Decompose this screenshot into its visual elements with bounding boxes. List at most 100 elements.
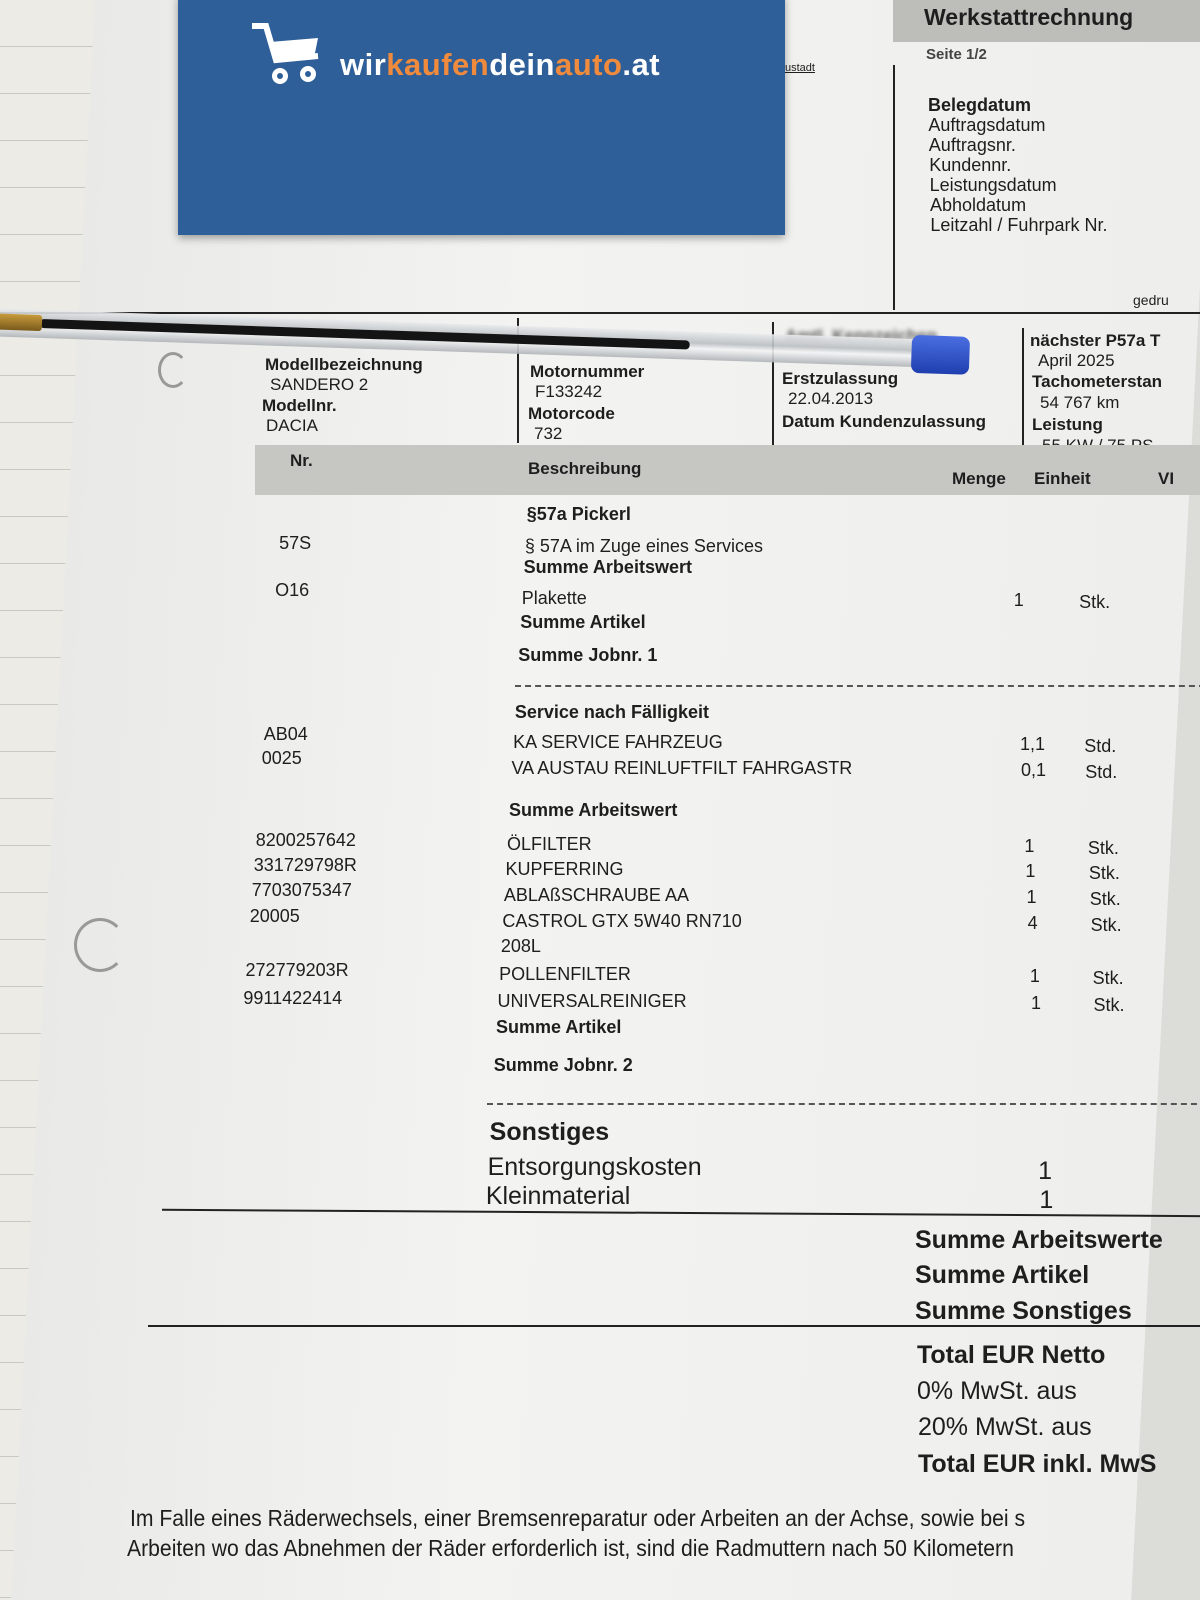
item-description: UNIVERSALREINIGER <box>497 991 687 1011</box>
item-description: Plakette <box>521 588 587 608</box>
item-description: KUPFERRING <box>505 859 624 879</box>
col-unit: Einheit <box>1034 469 1091 488</box>
item-description: Kleinmaterial <box>485 1182 631 1210</box>
section-heading: §57a Pickerl <box>526 504 631 524</box>
sum-articles: Summe Artikel <box>915 1261 1090 1289</box>
model-nr-label: Modellnr. <box>262 396 337 415</box>
item-description: § 57A im Zuge eines Services <box>524 536 763 556</box>
customer-reg-label: Datum Kundenzulassung <box>782 412 987 431</box>
item-unit: Stk. <box>1087 838 1119 858</box>
item-quantity: 1 <box>1026 887 1037 907</box>
item-unit: Stk. <box>1089 889 1121 909</box>
first-reg-value: 22.04.2013 <box>788 389 874 408</box>
header-label: Auftragsnr. <box>928 135 1016 155</box>
item-unit: Stk. <box>1088 863 1120 883</box>
header-label: Belegdatum <box>928 95 1032 115</box>
item-unit: Stk. <box>1092 968 1124 988</box>
item-unit: Std. <box>1084 736 1117 756</box>
item-description: CASTROL GTX 5W40 RN710 <box>502 911 742 931</box>
engine-code-label: Motorcode <box>528 404 615 423</box>
header-label: Abholdatum <box>930 195 1027 215</box>
model-value: SANDERO 2 <box>270 375 369 394</box>
col-description: Beschreibung <box>528 459 642 478</box>
item-number: 8200257642 <box>255 830 356 850</box>
header-separator <box>0 312 1200 314</box>
sum-labor: Summe Arbeitswerte <box>915 1226 1163 1254</box>
printed-fragment: gedru <box>1133 292 1169 308</box>
page-number: Seite 1/2 <box>926 46 987 63</box>
item-unit: Stk. <box>1093 995 1125 1015</box>
section-heading: Sonstiges <box>489 1118 610 1146</box>
job-separator <box>515 685 1200 687</box>
power-label: Leistung <box>1032 415 1103 434</box>
vehicle-divider <box>772 322 774 450</box>
invoice-title: Werkstattrechnung <box>924 4 1134 30</box>
total-net: Total EUR Netto <box>917 1341 1106 1369</box>
vehicle-divider <box>517 318 519 443</box>
item-quantity: 1,1 <box>1019 734 1045 754</box>
item-quantity: 1 <box>1024 836 1035 856</box>
item-description: POLLENFILTER <box>499 964 631 984</box>
section-heading: Summe Jobnr. 1 <box>518 645 658 665</box>
vat-0: 0% MwSt. aus <box>917 1377 1077 1405</box>
item-number: 20005 <box>249 906 300 926</box>
punch-hole <box>74 918 126 972</box>
logo-text: wirkaufendeinauto.at <box>340 47 661 82</box>
engine-nr-label: Motornummer <box>530 362 645 381</box>
item-quantity: 1 <box>1029 966 1040 986</box>
totals-line <box>148 1325 1200 1327</box>
next-p57a-label: nächster P57a T <box>1030 331 1161 350</box>
item-unit: Stk. <box>1079 592 1111 612</box>
header-label: Leitzahl / Fuhrpark Nr. <box>930 215 1108 235</box>
item-description: 208L <box>500 936 541 956</box>
footer-line: Arbeiten wo das Abnehmen der Räder erfor… <box>127 1535 1014 1561</box>
header-divider <box>893 65 895 310</box>
footer-line: Im Falle eines Räderwechsels, einer Brem… <box>130 1505 1026 1531</box>
section-heading: Summe Arbeitswert <box>523 557 692 577</box>
job-separator <box>487 1103 1200 1105</box>
item-number: 9911422414 <box>243 988 343 1008</box>
header-label: Auftragsdatum <box>928 115 1046 135</box>
item-description: ABLAßSCHRAUBE AA <box>503 885 689 905</box>
item-number: 331729798R <box>253 855 357 875</box>
item-unit: Stk. <box>1090 915 1122 935</box>
section-heading: Summe Jobnr. 2 <box>493 1055 633 1075</box>
item-quantity: 1 <box>1031 993 1042 1013</box>
item-unit: Std. <box>1085 762 1118 782</box>
header-label: Kundennr. <box>929 155 1012 175</box>
item-quantity: 0,1 <box>1021 760 1047 780</box>
item-quantity: 1 <box>1039 1186 1054 1214</box>
business-card: wirkaufendeinauto.at <box>178 0 785 235</box>
col-vi: VI <box>1158 469 1175 488</box>
title-bar <box>893 0 1200 42</box>
item-description: VA AUSTAU REINLUFTFILT FAHRGASTR <box>511 758 853 778</box>
item-quantity: 1 <box>1038 1157 1053 1185</box>
col-nr: Nr. <box>290 451 313 470</box>
item-number: 7703075347 <box>251 880 352 900</box>
first-reg-label: Erstzulassung <box>782 369 899 388</box>
model-nr-value: DACIA <box>266 416 318 435</box>
item-quantity: 1 <box>1025 861 1036 881</box>
car-trolley-logo-icon <box>252 23 319 84</box>
engine-code-value: 732 <box>534 424 563 443</box>
item-quantity: 1 <box>1013 590 1024 610</box>
odometer-label: Tachometerstan <box>1032 372 1163 391</box>
sum-other: Summe Sonstiges <box>915 1297 1132 1325</box>
pen-cap <box>910 334 971 375</box>
item-number: 0025 <box>261 748 302 768</box>
item-description: KA SERVICE FAHRZEUG <box>513 732 723 752</box>
col-quantity: Menge <box>952 469 1006 488</box>
table-header <box>255 445 1200 495</box>
item-number: O16 <box>275 580 310 600</box>
section-heading: Service nach Fälligkeit <box>514 702 709 722</box>
item-description: ÖLFILTER <box>506 834 592 854</box>
punch-hole <box>158 352 188 388</box>
section-heading: Summe Artikel <box>495 1017 622 1037</box>
section-heading: Summe Artikel <box>520 612 646 632</box>
link-fragment: ustadt <box>785 62 815 74</box>
item-description: Entsorgungskosten <box>487 1153 702 1181</box>
vehicle-divider <box>1022 328 1024 453</box>
model-label: Modellbezeichnung <box>265 355 423 374</box>
engine-nr-value: F133242 <box>535 382 603 401</box>
